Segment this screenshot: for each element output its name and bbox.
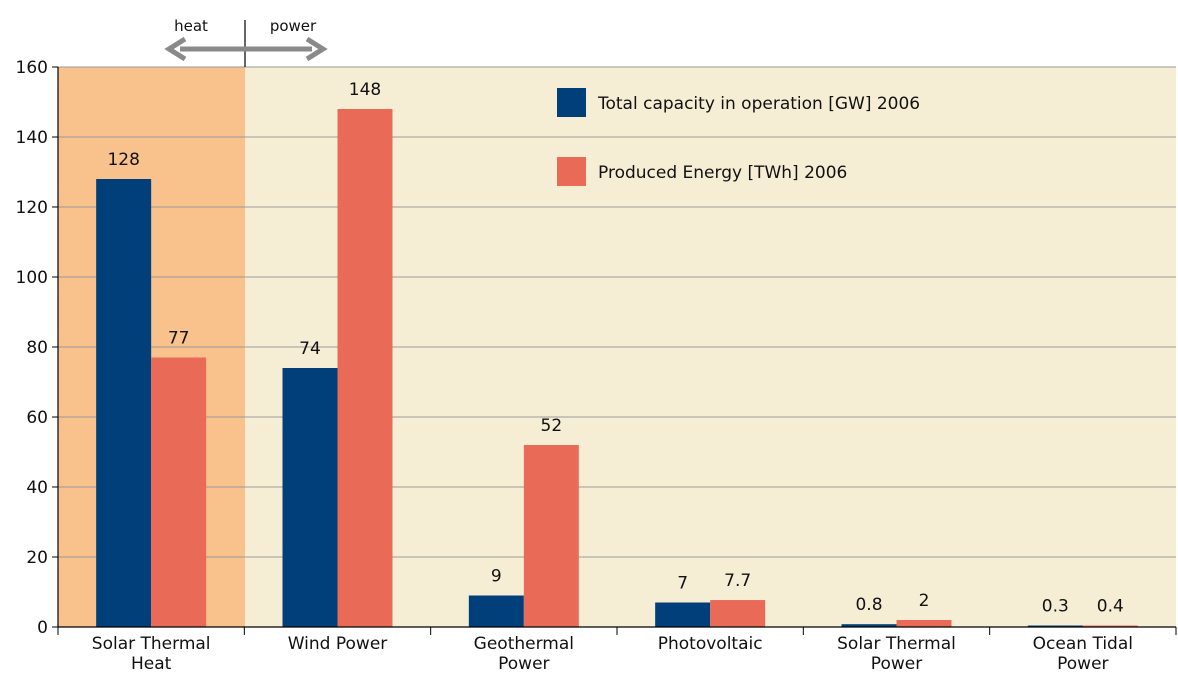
x-category-label: Wind Power: [288, 634, 388, 654]
bar-value-label: 52: [541, 416, 563, 436]
y-tick-label: 80: [26, 338, 48, 358]
y-tick-label: 100: [16, 268, 48, 288]
heat-label: heat: [174, 17, 208, 35]
bar-capacity: [96, 179, 152, 627]
heat-power-annotation: heat power: [164, 17, 328, 67]
bar-value-label: 74: [299, 339, 321, 359]
bar-capacity: [1027, 625, 1083, 627]
legend-label: Produced Energy [TWh] 2006: [598, 163, 847, 183]
bar-value-label: 0.3: [1042, 597, 1069, 617]
bar-value-label: 7: [677, 574, 688, 594]
y-tick-label: 140: [16, 128, 48, 148]
legend-swatch: [557, 88, 586, 117]
x-category-label: Ocean Tidal: [1033, 634, 1133, 654]
x-category-label: Power: [871, 654, 922, 674]
bar-energy: [151, 357, 207, 627]
bar-energy: [710, 600, 766, 627]
arrow-head-right: [305, 36, 328, 62]
gridlines: [58, 66, 1176, 558]
x-category-label: Power: [1057, 654, 1108, 674]
bar-energy: [896, 620, 952, 627]
y-tick-label: 60: [26, 408, 48, 428]
bar-value-label: 148: [349, 80, 381, 100]
bar-value-label: 7.7: [724, 571, 751, 591]
y-tick-label: 0: [37, 618, 48, 638]
bar-value-label: 77: [168, 329, 190, 349]
bar-energy: [1082, 625, 1138, 627]
bar-energy: [337, 109, 393, 627]
legend-label: Total capacity in operation [GW] 2006: [597, 94, 920, 114]
bar-capacity: [282, 368, 338, 627]
bar-value-label: 2: [919, 591, 930, 611]
bars: [96, 109, 1138, 627]
x-category-label: Power: [498, 654, 549, 674]
x-category-label: Heat: [131, 654, 172, 674]
x-category-label: Geothermal: [474, 634, 574, 654]
bar-capacity: [468, 595, 524, 627]
x-category-label: Solar Thermal: [837, 634, 956, 654]
legend-swatch: [557, 157, 586, 186]
bar-capacity: [655, 602, 711, 627]
y-tick-label: 160: [16, 58, 48, 78]
bar-value-label: 0.4: [1097, 597, 1124, 617]
bar-value-label: 0.8: [855, 595, 882, 615]
bar-energy: [523, 445, 579, 627]
bar-value-label: 128: [107, 150, 139, 170]
x-category-label: Photovoltaic: [658, 634, 763, 654]
arrow-head-left: [164, 36, 187, 62]
y-tick-label: 40: [26, 478, 48, 498]
y-tick-label: 20: [26, 548, 48, 568]
bar-capacity: [841, 624, 897, 627]
data-labels: 128 74 9 7 0.8 0.3 77 148 52 7.7 2 0.4: [107, 80, 1123, 617]
legend: Total capacity in operation [GW] 2006 Pro…: [557, 88, 920, 186]
y-tick-label: 120: [16, 198, 48, 218]
power-label: power: [270, 17, 317, 35]
bar-value-label: 9: [491, 567, 502, 587]
x-category-label: Solar Thermal: [92, 634, 211, 654]
